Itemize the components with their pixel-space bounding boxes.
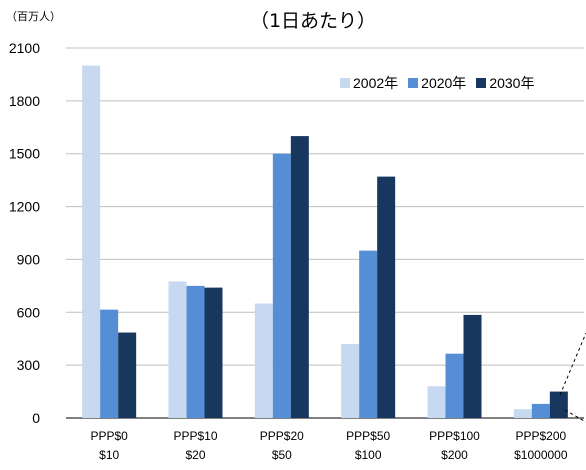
x-tick-label: $50	[272, 448, 292, 462]
legend-item-2002: 2002年	[340, 73, 398, 93]
bar	[205, 288, 223, 418]
bar	[118, 333, 136, 418]
bar	[291, 136, 309, 418]
y-tick-label: 1800	[9, 93, 40, 109]
x-tick-label: $20	[185, 448, 205, 462]
bar	[100, 310, 118, 418]
x-tick-label: PPP$0	[90, 429, 128, 443]
bar	[359, 251, 377, 418]
x-tick-label: PPP$100	[429, 429, 480, 443]
bar	[446, 354, 464, 418]
callout-line	[560, 333, 586, 395]
legend-item-2030: 2030年	[476, 73, 534, 93]
x-tick-label: PPP$200	[515, 429, 566, 443]
bar	[341, 344, 359, 418]
bar	[187, 286, 205, 418]
y-tick-label: 300	[17, 357, 41, 373]
y-tick-label: 900	[17, 251, 41, 267]
bar	[255, 303, 273, 418]
x-tick-label: $200	[441, 448, 468, 462]
legend-label-2002: 2002年	[353, 73, 398, 93]
bar	[377, 177, 395, 418]
legend-swatch-2030	[476, 78, 486, 88]
y-tick-label: 1200	[9, 199, 40, 215]
x-tick-label: $10	[99, 448, 119, 462]
bar	[550, 392, 568, 418]
legend-label-2030: 2030年	[489, 73, 534, 93]
legend-item-2020: 2020年	[408, 73, 466, 93]
y-tick-label: 600	[17, 304, 41, 320]
bar	[464, 315, 482, 418]
bar	[428, 386, 446, 418]
x-tick-label: $100	[355, 448, 382, 462]
bar	[273, 154, 291, 418]
bar	[82, 66, 100, 418]
y-tick-label: 0	[32, 410, 40, 426]
x-tick-label: $1000000	[514, 448, 568, 462]
y-tick-label: 1500	[9, 146, 40, 162]
bar	[169, 281, 187, 418]
y-tick-label: 2100	[9, 40, 40, 56]
x-tick-label: PPP$50	[346, 429, 390, 443]
legend-swatch-2002	[340, 78, 350, 88]
legend: 2002年 2020年 2030年	[340, 73, 534, 93]
legend-swatch-2020	[408, 78, 418, 88]
callout-line	[565, 410, 586, 422]
x-tick-label: PPP$10	[173, 429, 217, 443]
bar	[514, 409, 532, 418]
legend-label-2020: 2020年	[421, 73, 466, 93]
bar	[532, 404, 550, 418]
x-tick-label: PPP$20	[260, 429, 304, 443]
